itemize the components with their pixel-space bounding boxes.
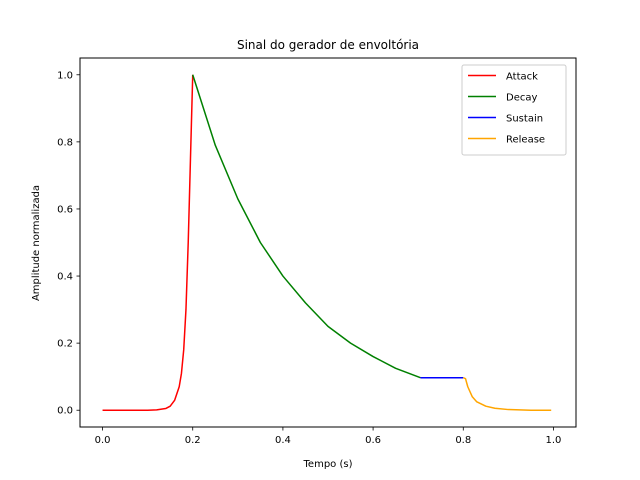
x-axis-label: Tempo (s)	[303, 459, 353, 470]
legend-label-attack: Attack	[506, 72, 538, 83]
y-tick-label: 0.2	[57, 339, 73, 350]
x-tick-label: 0.4	[275, 435, 291, 446]
legend-label-release: Release	[506, 135, 545, 146]
y-tick-label: 1.0	[57, 70, 73, 81]
legend-label-decay: Decay	[506, 93, 537, 104]
x-tick-label: 0.2	[185, 435, 201, 446]
legend-box	[461, 64, 567, 156]
series-line-decay	[192, 74, 421, 379]
x-tick-label: 0.0	[95, 435, 111, 446]
x-tick-label: 0.6	[365, 435, 381, 446]
chart-title: Sinal do gerador de envoltória	[237, 38, 419, 52]
y-axis-label: Amplitude normalizada	[31, 185, 42, 301]
axes-frame	[79, 57, 577, 428]
legend-label-sustain: Sustain	[506, 114, 543, 125]
y-axis-ticks: 0.0 0.2 0.4 0.6 0.8 1.0	[57, 70, 80, 417]
series-line-release	[462, 377, 552, 411]
plot-area	[102, 74, 552, 411]
y-tick-label: 0.6	[57, 204, 73, 215]
x-tick-label: 0.8	[455, 435, 471, 446]
y-tick-label: 0.4	[57, 272, 73, 283]
x-tick-label: 1.0	[546, 435, 562, 446]
legend: Attack Decay Sustain Release	[461, 64, 567, 156]
y-tick-label: 0.8	[57, 137, 73, 148]
x-axis-ticks: 0.0 0.2 0.4 0.6 0.8 1.0	[95, 427, 562, 446]
series-line-attack	[102, 74, 194, 411]
y-tick-label: 0.0	[57, 406, 73, 417]
